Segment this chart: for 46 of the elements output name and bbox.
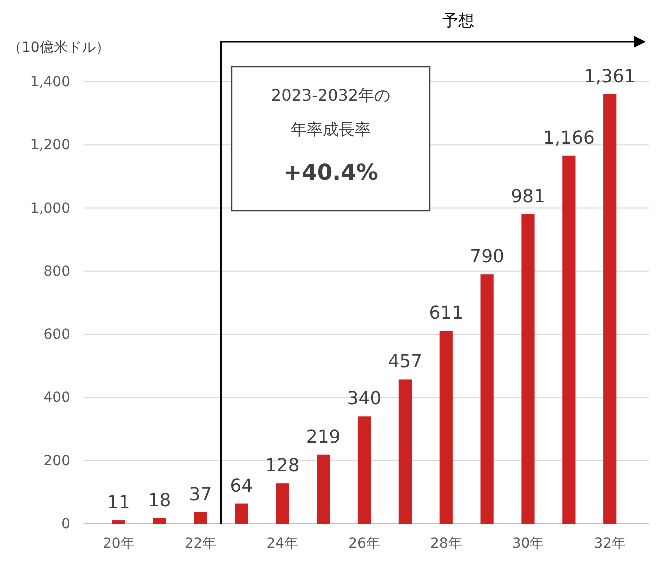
y-axis-title: （10億米ドル）: [8, 40, 110, 56]
data-label: 128: [265, 456, 300, 477]
data-label: 1,166: [543, 128, 595, 149]
x-tick-label: 26年: [348, 536, 380, 552]
data-label: 37: [189, 484, 212, 506]
data-label: 64: [230, 476, 254, 497]
data-label: 18: [148, 490, 172, 512]
x-tick-label: 28年: [430, 536, 462, 552]
data-label: 1,361: [584, 66, 636, 88]
annotation: 2023-2032年の: [271, 86, 391, 105]
y-tick-label: 1,400: [30, 74, 70, 90]
bar: [358, 416, 372, 524]
bar: [112, 520, 126, 524]
data-label: 457: [388, 352, 423, 373]
y-tick-label: 200: [44, 453, 70, 470]
y-tick-label: 800: [44, 264, 70, 280]
y-tick-label: 1,000: [30, 200, 70, 217]
data-label: 340: [347, 388, 382, 410]
bar: [522, 214, 535, 524]
data-label: 790: [470, 246, 504, 268]
x-tick-label: 20年: [102, 536, 135, 552]
bar: [480, 274, 494, 524]
text: 予想: [442, 11, 475, 30]
bar: [562, 156, 576, 524]
bar: [235, 504, 248, 524]
x-tick-label: 22年: [184, 536, 217, 552]
data-label: 981: [511, 186, 546, 208]
y-tick-label: 0: [62, 516, 70, 532]
x-tick-label: 32年: [594, 536, 626, 552]
x-tick-label: 30年: [512, 536, 544, 552]
y-tick-label: 1,200: [30, 138, 70, 154]
bar: [604, 94, 617, 524]
data-label: 611: [429, 303, 464, 324]
y-tick-label: 600: [44, 327, 70, 344]
data-label: 219: [306, 426, 341, 448]
annotation: 年率成長率: [291, 120, 371, 139]
bar: [194, 512, 208, 524]
bar: [317, 454, 330, 524]
bar: [153, 518, 166, 524]
data-label: 11: [107, 492, 130, 514]
y-tick-label: 400: [44, 390, 70, 406]
x-tick-label: 24年: [266, 536, 299, 552]
bar: [440, 331, 453, 524]
bar: [276, 484, 290, 524]
annotation: +40.4%: [284, 161, 378, 186]
bar: [398, 380, 412, 524]
